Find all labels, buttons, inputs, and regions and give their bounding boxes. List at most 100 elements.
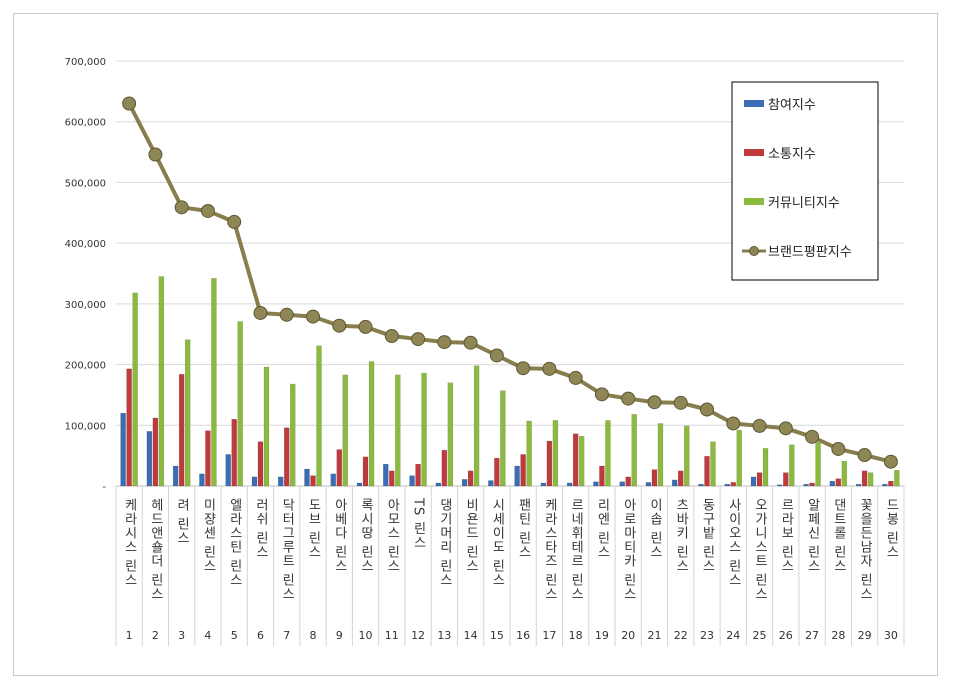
y-tick-label: 300,000 — [65, 300, 106, 311]
point-브랜드평판지수 — [384, 329, 399, 344]
point-브랜드평판지수 — [831, 441, 846, 456]
bar-소통지수 — [178, 374, 185, 487]
bar-참여지수 — [540, 482, 547, 487]
category-label: 케라스타즈 린스 — [542, 498, 557, 601]
bar-참여지수 — [120, 412, 126, 487]
point-브랜드평판지수 — [594, 387, 609, 402]
category-label: 엘라스틴 린스 — [227, 498, 242, 587]
category-label: 댕기머리 린스 — [437, 498, 452, 587]
bar-소통지수 — [257, 441, 264, 487]
bar-커뮤니티지수 — [263, 366, 270, 487]
point-브랜드평판지수 — [253, 305, 268, 320]
category-label: 아모스 린스 — [384, 498, 399, 573]
bar-소통지수 — [441, 449, 448, 487]
bar-커뮤니티지수 — [368, 361, 375, 487]
y-tick-label: 600,000 — [65, 118, 106, 129]
bar-커뮤니티지수 — [184, 339, 191, 487]
bar-참여지수 — [750, 476, 757, 487]
rank-label: 13 — [437, 629, 451, 642]
bar-커뮤니티지수 — [867, 472, 874, 487]
rank-label: 18 — [569, 629, 583, 642]
bar-소통지수 — [336, 449, 342, 487]
bar-커뮤니티지수 — [395, 374, 401, 487]
bar-참여지수 — [330, 473, 336, 487]
bar-소통지수 — [152, 417, 159, 487]
rank-label: 25 — [753, 629, 767, 642]
bar-참여지수 — [855, 483, 862, 487]
brand-line — [122, 96, 898, 469]
rank-label: 20 — [621, 629, 635, 642]
bar-참여지수 — [724, 483, 730, 487]
bar-커뮤니티지수 — [552, 420, 559, 487]
bars — [120, 276, 900, 487]
rank-label: 22 — [674, 629, 688, 642]
category-label: 록시땅 린스 — [358, 498, 373, 573]
category-label: 드봉 린스 — [883, 498, 898, 559]
bar-커뮤니티지수 — [526, 420, 532, 487]
bar-참여지수 — [172, 465, 179, 487]
point-브랜드평판지수 — [489, 348, 504, 363]
bar-참여지수 — [698, 483, 704, 487]
bar-참여지수 — [251, 476, 258, 487]
bar-참여지수 — [566, 482, 573, 487]
point-브랜드평판지수 — [358, 319, 373, 334]
bar-커뮤니티지수 — [578, 436, 585, 487]
point-브랜드평판지수 — [647, 395, 662, 410]
point-브랜드평판지수 — [200, 203, 215, 218]
point-브랜드평판지수 — [805, 429, 820, 444]
bar-소통지수 — [730, 482, 736, 487]
category-label: 꽃을든남자 린스 — [857, 498, 872, 601]
category-label: 댄트롤 린스 — [831, 498, 846, 573]
bar-소통지수 — [284, 427, 290, 487]
rank-label: 27 — [805, 629, 819, 642]
bar-소통지수 — [704, 456, 710, 487]
bar-참여지수 — [199, 473, 205, 487]
bar-참여지수 — [882, 483, 888, 487]
bar-커뮤니티지수 — [684, 425, 690, 487]
category-label: 동구밭 린스 — [700, 498, 715, 573]
bar-소통지수 — [467, 470, 474, 487]
bar-커뮤니티지수 — [237, 321, 243, 487]
legend-swatch — [744, 198, 764, 205]
category-label: 미쟝센 린스 — [200, 498, 215, 573]
bar-소통지수 — [625, 476, 631, 487]
bar-소통지수 — [310, 475, 316, 487]
bar-커뮤니티지수 — [316, 345, 322, 487]
y-tick-label: 700,000 — [65, 57, 106, 68]
category-label: 오가니스트 린스 — [752, 498, 767, 601]
legend-label: 브랜드평판지수 — [768, 245, 852, 260]
bar-소통지수 — [599, 465, 605, 487]
bar-커뮤니티지수 — [815, 442, 821, 487]
bar-커뮤니티지수 — [605, 420, 611, 487]
bar-소통지수 — [861, 470, 868, 487]
bar-커뮤니티지수 — [841, 460, 848, 487]
point-브랜드평판지수 — [332, 318, 347, 333]
bar-참여지수 — [304, 468, 310, 487]
bar-참여지수 — [356, 482, 363, 487]
rank-label: 7 — [283, 629, 290, 642]
rank-label: 26 — [779, 629, 793, 642]
rank-label: 11 — [385, 629, 399, 642]
y-tick-label: 200,000 — [65, 361, 106, 372]
category-label: 아베다 린스 — [332, 498, 347, 573]
point-브랜드평판지수 — [437, 335, 452, 350]
bar-소통지수 — [888, 480, 894, 487]
bar-참여지수 — [672, 479, 678, 487]
point-브랜드평판지수 — [516, 361, 531, 376]
rank-label: 5 — [231, 629, 238, 642]
point-브랜드평판지수 — [883, 454, 898, 469]
bar-참여지수 — [645, 482, 652, 487]
rank-label: 29 — [858, 629, 872, 642]
bar-참여지수 — [146, 431, 153, 487]
y-tick-label: 400,000 — [65, 239, 106, 250]
chart-canvas: 700,000 600,000 500,000 400,000 300,000 200,0… — [65, 57, 905, 646]
bar-참여지수 — [619, 481, 625, 487]
point-브랜드평판지수 — [122, 96, 137, 111]
category-label: 비욘드 린스 — [463, 498, 478, 573]
bar-소통지수 — [678, 470, 684, 487]
rank-label: 19 — [595, 629, 609, 642]
category-label: 츠바키 린스 — [673, 498, 688, 573]
bar-소통지수 — [231, 419, 237, 487]
point-브랜드평판지수 — [568, 370, 583, 385]
bar-참여지수 — [225, 454, 231, 487]
